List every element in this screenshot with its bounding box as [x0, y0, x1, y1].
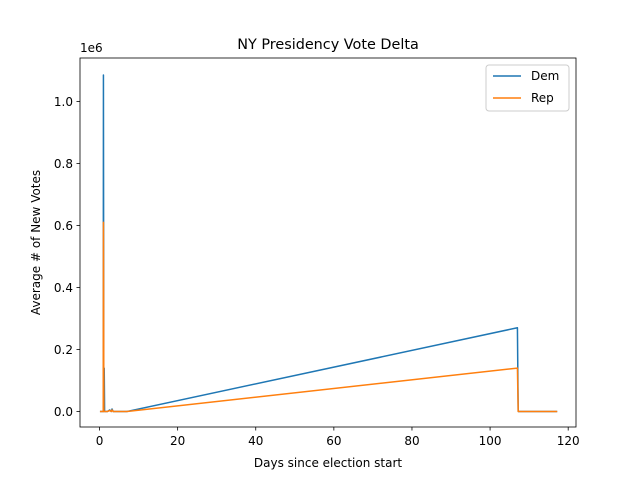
x-tick-label: 100: [479, 434, 502, 448]
x-tick-label: 40: [248, 434, 263, 448]
series-layer: [99, 74, 558, 413]
y-tick-label: 0.6: [54, 219, 73, 233]
x-tick-label: 80: [404, 434, 419, 448]
chart-title: NY Presidency Vote Delta: [237, 37, 419, 53]
y-ticks: 0.0 0.2 0.4 0.6 0.8 1.0: [54, 95, 80, 419]
x-axis-label: Days since election start: [254, 456, 402, 470]
y-tick-label: 0.4: [54, 281, 73, 295]
x-tick-label: 120: [557, 434, 580, 448]
plot-area: [80, 58, 576, 427]
y-tick-label: 0.8: [54, 157, 73, 171]
legend-label-rep: Rep: [531, 91, 554, 105]
series-line-rep: [99, 221, 558, 413]
x-tick-label: 0: [96, 434, 104, 448]
legend: Dem Rep: [485, 64, 570, 112]
y-tick-label: 0.0: [54, 405, 73, 419]
y-axis-label: Average # of New Votes: [29, 170, 43, 315]
x-tick-label: 60: [326, 434, 341, 448]
axes-frame: [79, 57, 577, 428]
x-ticks: 0 20 40 60 80 100 120: [96, 427, 580, 448]
y-offset-label: 1e6: [80, 41, 103, 55]
y-tick-label: 1.0: [54, 95, 73, 109]
x-tick-label: 20: [170, 434, 185, 448]
legend-label-dem: Dem: [531, 69, 559, 83]
y-tick-label: 0.2: [54, 343, 73, 357]
